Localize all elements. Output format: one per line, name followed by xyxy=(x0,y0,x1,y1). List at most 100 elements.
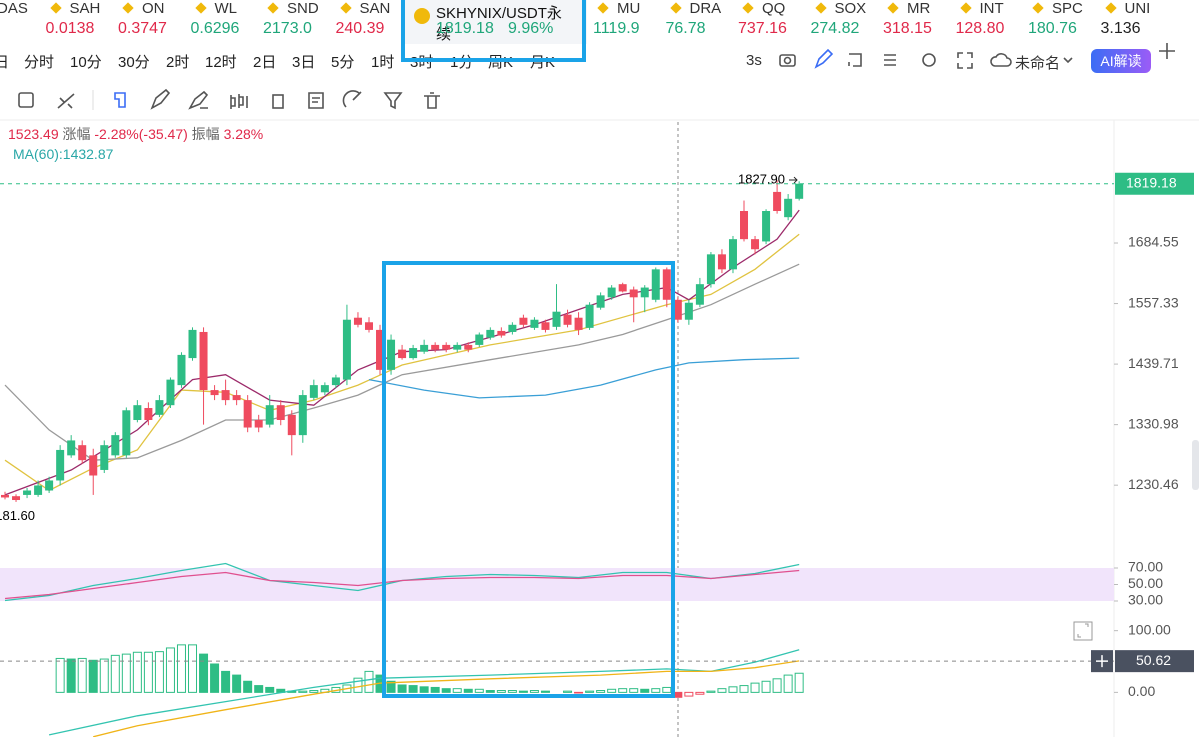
histogram-bar xyxy=(618,688,628,693)
tool-icon[interactable] xyxy=(188,90,209,110)
histogram-bar xyxy=(772,678,782,693)
ticker-symbol: SPC xyxy=(1052,0,1083,17)
change-label: 涨幅 xyxy=(62,126,91,142)
candle-body xyxy=(364,322,373,330)
ticker-item[interactable]: INT 128.80 xyxy=(950,0,1023,44)
ticker-item[interactable]: SKHYNIX/USDT永续 1819.18 9.96% xyxy=(402,0,587,44)
timeframe-option[interactable]: 2日 xyxy=(253,54,277,71)
histogram-bar xyxy=(165,647,175,693)
layout-name[interactable]: 未命名 xyxy=(1015,55,1061,72)
candle-body xyxy=(519,317,528,325)
settings-list-icon[interactable] xyxy=(884,54,896,66)
ticker-price: 318.15 xyxy=(883,20,932,37)
tool-icon[interactable] xyxy=(272,94,284,109)
timeframe-option[interactable]: 2时 xyxy=(166,54,190,71)
y-tick-label: 50.00 xyxy=(1128,575,1163,591)
candle-body xyxy=(111,435,120,456)
histogram-bar xyxy=(596,690,606,693)
indicator-line xyxy=(368,357,800,399)
histogram-bar xyxy=(794,672,804,693)
ohlc-readout: 1523.49 涨幅 -2.28%(-35.47) 振幅 3.28% xyxy=(8,124,263,144)
cloud-icon[interactable] xyxy=(990,53,1012,67)
ticker-item[interactable]: SND 2173.0 xyxy=(257,0,330,44)
ticker-item[interactable]: SPC 180.76 xyxy=(1022,0,1095,44)
fullscreen-icon[interactable] xyxy=(957,52,973,69)
tool-icon[interactable] xyxy=(230,94,248,109)
candle-body xyxy=(155,400,164,415)
candle-body xyxy=(497,330,506,336)
y-tick-label: 30.00 xyxy=(1128,592,1163,608)
drawing-tools xyxy=(18,88,440,110)
tool-icon[interactable] xyxy=(424,92,440,109)
timeframe-option[interactable]: 10分 xyxy=(70,54,102,71)
popout-icon[interactable] xyxy=(848,53,862,67)
candle-body xyxy=(376,329,385,370)
histogram-bar xyxy=(221,670,231,693)
tool-icon[interactable] xyxy=(308,92,324,109)
tool-icon[interactable] xyxy=(18,92,34,108)
dropdown-icon[interactable] xyxy=(1063,57,1073,64)
toolbar-icons xyxy=(18,43,1175,110)
scroll-handle xyxy=(1192,440,1199,490)
histogram-bar xyxy=(243,680,253,693)
ticker-item[interactable]: SAH 0.0138 xyxy=(40,0,113,44)
candle-body xyxy=(773,191,782,211)
ticker-item[interactable]: MR 318.15 xyxy=(877,0,950,44)
timeframe-option[interactable]: 3日 xyxy=(292,54,316,71)
tool-icon[interactable] xyxy=(57,93,75,109)
histogram-bar xyxy=(121,653,131,693)
candle-body xyxy=(585,304,594,328)
ticker-item[interactable]: SOX 274.82 xyxy=(805,0,878,44)
gear-icon[interactable] xyxy=(922,53,936,67)
add-icon[interactable] xyxy=(1159,43,1175,59)
candle-body xyxy=(67,440,76,456)
ticker-item[interactable]: UNI 3.136 xyxy=(1095,0,1168,44)
candle-body xyxy=(751,239,760,250)
ticker-item[interactable]: WL 0.6296 xyxy=(185,0,258,44)
histogram-bar xyxy=(485,690,495,693)
tool-icon[interactable] xyxy=(383,92,403,110)
rsi-line xyxy=(4,569,800,600)
low-annotation: 1181.60 xyxy=(0,508,35,523)
candle-body xyxy=(188,329,197,359)
tool-icon[interactable] xyxy=(150,88,171,110)
refresh-interval[interactable]: 3s xyxy=(746,52,762,69)
ticker-item[interactable]: MU 1119.9 xyxy=(587,0,660,44)
histogram-bar xyxy=(441,688,451,693)
histogram-bar xyxy=(132,651,142,693)
histogram-bar xyxy=(298,690,308,693)
camera-icon[interactable] xyxy=(779,54,796,67)
ticker-item[interactable]: DAS06 xyxy=(0,0,40,44)
histogram-bar xyxy=(353,677,363,693)
histogram-bar xyxy=(66,658,76,693)
ticker-item[interactable]: QQ 737.16 xyxy=(732,0,805,44)
pen-icon[interactable] xyxy=(814,48,834,69)
timeframe-option[interactable]: 12时 xyxy=(205,54,237,71)
timeframe-option[interactable]: 分时 xyxy=(24,54,55,71)
timeframe-option[interactable]: 1时 xyxy=(371,54,395,71)
ticker-item[interactable]: DRA 76.78 xyxy=(660,0,733,44)
candle-body xyxy=(662,269,671,300)
candle-body xyxy=(331,377,340,386)
timeframe-option[interactable]: 5分 xyxy=(331,54,355,71)
candle-body xyxy=(629,289,638,298)
candle-body xyxy=(541,322,550,330)
tool-icon[interactable] xyxy=(114,92,126,108)
tool-icon[interactable] xyxy=(342,90,362,108)
histogram-bar xyxy=(254,685,264,693)
ticker-change: 9.96% xyxy=(508,20,554,37)
last-price-label: 1819.18 xyxy=(1126,174,1177,190)
ticker-item[interactable]: ON 0.3747 xyxy=(112,0,185,44)
histogram-bar xyxy=(585,690,595,693)
ai-button[interactable]: AI解读 xyxy=(1091,49,1151,73)
last-value-box xyxy=(1115,650,1194,673)
ticker-item[interactable]: SAN 240.39 xyxy=(330,0,403,44)
histogram-bar xyxy=(728,686,738,693)
timeframe-option[interactable]: 日 xyxy=(0,54,10,71)
candle-body xyxy=(309,385,318,398)
histogram-bar xyxy=(640,688,650,693)
timeframe-option[interactable]: 30分 xyxy=(118,54,150,71)
histogram-bar xyxy=(99,658,109,693)
histogram-bar xyxy=(143,651,153,693)
